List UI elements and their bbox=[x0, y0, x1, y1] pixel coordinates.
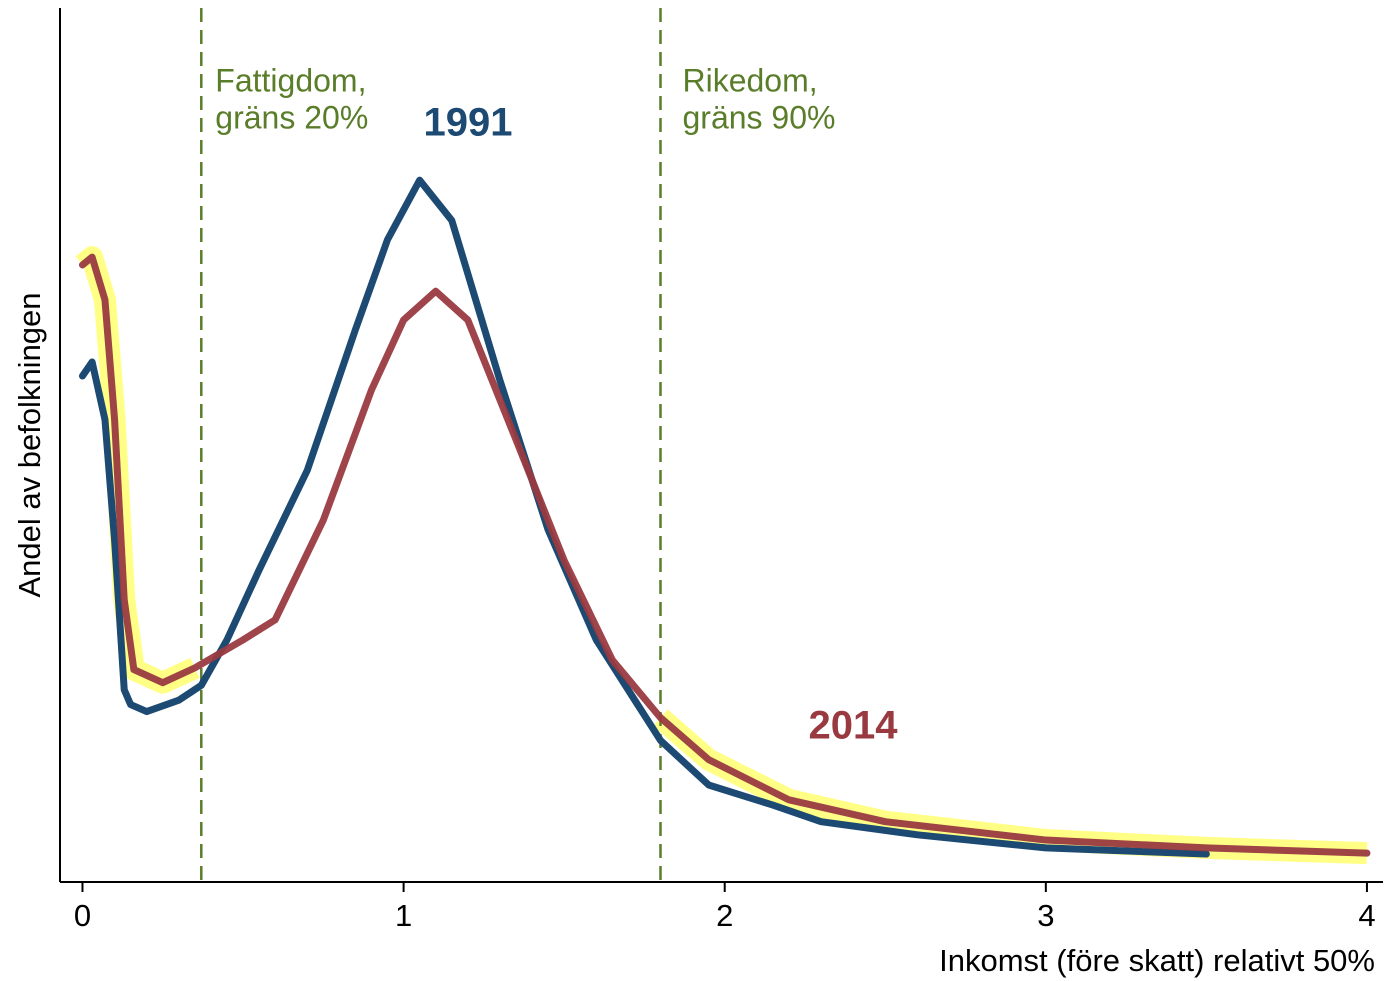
reference-label: Fattigdom, bbox=[215, 62, 366, 98]
x-tick-label: 4 bbox=[1358, 898, 1375, 933]
reference-label: Rikedom, bbox=[682, 62, 817, 98]
highlight bbox=[75, 246, 200, 694]
x-axis-label: Inkomst (före skatt) relativt 50% bbox=[939, 943, 1375, 978]
series-label: 1991 bbox=[424, 101, 513, 145]
reference-label: gräns 20% bbox=[215, 99, 368, 135]
x-tick-label: 0 bbox=[74, 898, 91, 933]
x-tick-label: 1 bbox=[395, 898, 412, 933]
y-axis-label: Andel av befolkningen bbox=[12, 292, 47, 597]
line-series bbox=[78, 176, 1210, 858]
x-tick-label: 3 bbox=[1037, 898, 1054, 933]
reference-label: gräns 90% bbox=[682, 99, 835, 135]
series-label: 2014 bbox=[809, 704, 899, 748]
x-tick-label: 2 bbox=[716, 898, 733, 933]
line-series bbox=[78, 253, 1371, 857]
